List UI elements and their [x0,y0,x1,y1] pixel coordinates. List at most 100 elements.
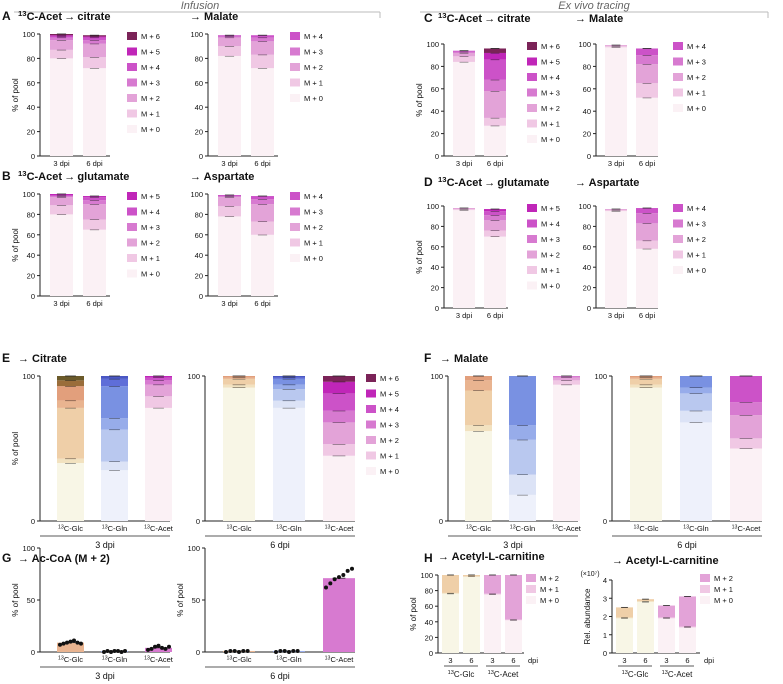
y-tick-label: 40 [583,263,591,272]
legend-label: M + 2 [687,235,706,244]
data-point [72,638,76,643]
x-tick-label: 6 [643,656,647,665]
y-tick-label: 2 [603,613,607,622]
y-axis-label: % of pool [415,83,424,117]
chart-title: → Aspartate [190,171,254,183]
bar-segment [730,438,762,449]
x-tick-label: 13C-Acet [325,655,355,664]
group-label: 3 dpi [95,540,115,550]
bar-segment [484,117,506,126]
bar-segment [637,600,654,602]
legend-label: M + 2 [541,251,560,260]
bar-segment [453,52,475,57]
bar-segment [223,376,255,378]
legend-swatch [366,451,376,460]
legend-label: M + 6 [141,32,160,41]
bar-segment [218,197,241,207]
y-tick-label: 60 [583,85,591,94]
legend-swatch [527,219,537,228]
data-point [119,650,124,654]
bar-segment [505,620,522,653]
legend-swatch [127,109,137,118]
bar-segment [730,448,762,521]
x-tick-label: 13C-Acet [144,655,174,664]
x-tick-label: 13C-Gln [276,524,301,533]
bar-segment [323,381,355,394]
bar-segment [50,36,73,38]
bar-segment [484,594,501,653]
bar-segment [218,37,241,47]
legend-label: M + 0 [141,270,160,279]
bar-segment [465,431,492,521]
legend-label: M + 1 [304,79,323,88]
y-tick-label: 60 [195,231,203,240]
bar-segment [679,627,696,653]
legend-swatch [527,119,537,128]
group-label: 3 dpi [95,671,115,681]
chart-title: 13C-Acet → citrate [18,9,110,23]
legend-swatch [290,94,300,102]
y-tick-label: 100 [578,40,591,49]
chart-x-11: 0 100 13C-Glc 13C-Gln 13C-Acet 6 dpi [594,372,762,550]
y-axis-label: % of pool [11,583,20,617]
bar-segment [57,463,84,521]
data-point [156,643,161,648]
legend-swatch [290,63,300,71]
bar-segment [145,384,172,397]
bar-segment [616,618,633,653]
data-point [123,648,127,653]
x-tick-label: 13C-Glc [58,655,83,664]
bar-segment [251,196,274,200]
bar-segment [218,46,241,56]
legend-label: M + 4 [304,192,323,201]
bar-segment [463,576,480,653]
bar-segment [509,376,536,426]
bar-segment [145,376,172,378]
bar-segment [223,384,255,388]
y-axis-label: Rel. abundance [583,588,592,645]
bar-segment [145,396,172,408]
panel-letter: H [424,551,433,565]
bar-segment [465,376,492,381]
y-tick-label: 0 [199,152,203,161]
legend-swatch [700,574,710,582]
y-tick-label: 100 [430,372,443,381]
bar-segment [484,52,506,60]
bar-segment [442,593,459,653]
bar-segment [251,68,274,156]
y-tick-label: 100 [426,40,439,49]
bar-segment [83,200,106,205]
legend-label: M + 0 [687,104,706,113]
bar-segment [453,50,475,52]
y-tick-label: 80 [27,210,35,219]
bar-segment [101,386,128,419]
bar-segment [251,221,274,235]
bar-segment [680,376,712,388]
legend-swatch [366,420,376,429]
chart-title: → Malate [575,13,623,25]
x-tick-label: 13C-Gln [102,524,127,533]
x-tick-label: 13C-Glc [226,655,251,664]
chart-C-2: C 13C-Acet → citrate 0 20 40 60 80 100 % of pool… [415,11,560,168]
bar-segment [636,208,658,214]
legend-swatch [290,78,300,87]
bar-segment [553,376,580,378]
chart-title: → Citrate [18,353,67,365]
legend-swatch [673,57,683,66]
data-point [146,647,150,652]
bar-segment [50,195,73,197]
y-axis-label: % of pool [11,78,20,112]
data-point [68,639,73,644]
bar-segment [453,61,475,156]
x-suffix: dpi [704,656,714,665]
bar-segment [616,617,633,619]
bar-segment [484,79,506,92]
y-tick-label: 3 [603,594,607,603]
y-tick-label: 100 [187,544,200,553]
y-tick-label: 1 [603,631,607,640]
y-axis-label: % of pool [409,597,418,631]
data-point [75,640,80,645]
x-tick-label: 13C-Acet [732,524,762,533]
legend-swatch [527,266,537,274]
bar-segment [680,393,712,411]
